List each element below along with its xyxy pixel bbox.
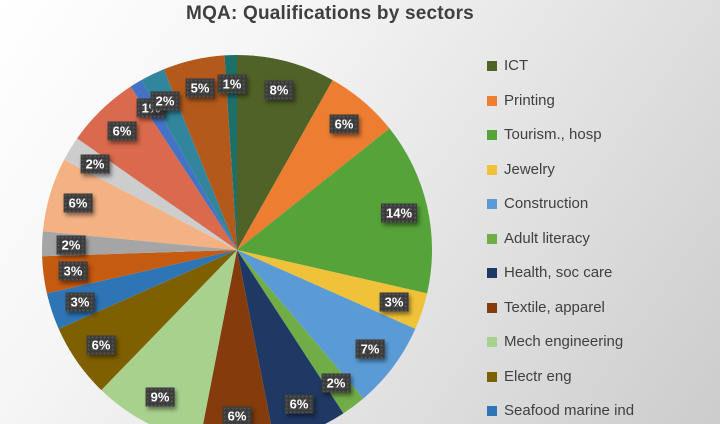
pie-slice-12 xyxy=(42,250,237,294)
data-label-slice-11: 3% xyxy=(65,292,95,312)
pie-slice-11 xyxy=(46,250,238,329)
legend: ICT Printing Tourism., hosp Jewelry Construc… xyxy=(487,56,634,421)
pie-slice-3 xyxy=(237,128,432,294)
legend-item-label: Health, soc care xyxy=(504,264,613,281)
legend-item-7: Health, soc care xyxy=(487,263,634,283)
data-label-slice-13: 2% xyxy=(56,235,86,255)
data-label-slice-20: 1% xyxy=(217,74,247,94)
data-label-slice-8: 6% xyxy=(222,406,252,424)
legend-swatch-icon xyxy=(487,164,497,175)
legend-item-label: Textile, apparel xyxy=(504,298,605,316)
pie-slice-7 xyxy=(237,250,344,424)
pie-slice-1 xyxy=(237,55,333,250)
pie-slice-9 xyxy=(101,250,237,424)
legend-swatch-icon xyxy=(487,199,497,209)
legend-swatch-icon xyxy=(487,406,497,416)
legend-item-label: Mech engineering xyxy=(504,333,624,350)
pie-slice-20 xyxy=(224,55,237,250)
pie-slice-5 xyxy=(237,250,416,399)
legend-item-11: Seafood marine ind xyxy=(487,401,634,421)
legend-swatch-icon xyxy=(487,130,497,140)
data-label-slice-14: 6% xyxy=(63,193,93,213)
legend-swatch-icon xyxy=(487,95,497,106)
legend-item-8: Textile, apparel xyxy=(487,298,634,318)
legend-item-label: ICT xyxy=(504,57,529,74)
data-label-slice-15: 2% xyxy=(80,154,110,174)
pie-plot xyxy=(42,55,432,424)
legend-swatch-icon xyxy=(487,371,497,382)
legend-item-label: Seafood marine ind xyxy=(504,402,635,419)
data-label-slice-2: 6% xyxy=(329,114,359,134)
pie-slice-6 xyxy=(237,250,364,414)
legend-swatch-icon xyxy=(487,337,497,347)
data-label-slice-3: 14% xyxy=(380,203,418,223)
data-label-slice-16: 6% xyxy=(107,121,137,141)
legend-item-label: Electr eng xyxy=(504,367,572,385)
pie-slice-13 xyxy=(42,231,237,257)
legend-item-10: Electr eng xyxy=(487,367,634,387)
legend-item-4: Jewelry xyxy=(487,160,634,180)
data-label-slice-9: 9% xyxy=(145,387,175,407)
data-label-slice-12: 3% xyxy=(58,261,88,281)
pie-slice-14 xyxy=(42,159,238,250)
pie-slice-8 xyxy=(203,250,271,424)
legend-item-6: Adult literacy xyxy=(487,229,634,249)
pie-slice-19 xyxy=(163,55,237,251)
legend-item-5: Construction xyxy=(487,194,634,214)
pie-slice-4 xyxy=(237,250,428,329)
data-label-slice-5: 7% xyxy=(355,339,385,359)
data-label-slice-19: 5% xyxy=(185,78,215,98)
legend-swatch-icon xyxy=(487,302,497,313)
legend-item-3: Tourism., hosp xyxy=(487,125,634,145)
chart-title: MQA: Qualifications by sectors xyxy=(186,3,474,24)
pie-slice-17 xyxy=(130,80,237,250)
legend-item-9: Mech engineering xyxy=(487,332,634,352)
data-label-slice-4: 3% xyxy=(379,292,409,312)
data-label-slice-1: 8% xyxy=(264,80,294,100)
legend-item-label: Construction xyxy=(504,195,589,212)
legend-swatch-icon xyxy=(487,268,497,278)
legend-item-2: Printing xyxy=(487,91,634,111)
legend-item-label: Tourism., hosp xyxy=(504,126,602,143)
data-label-slice-7: 6% xyxy=(284,394,314,414)
legend-item-1: ICT xyxy=(487,56,634,76)
legend-swatch-icon xyxy=(487,61,497,71)
legend-item-label: Adult literacy xyxy=(504,229,590,247)
legend-item-label: Printing xyxy=(504,91,555,109)
legend-swatch-icon xyxy=(487,233,497,244)
legend-item-label: Jewelry xyxy=(504,160,555,178)
data-label-slice-10: 6% xyxy=(86,335,116,355)
data-label-slice-6: 2% xyxy=(321,373,351,393)
pie-slice-10 xyxy=(58,250,238,391)
data-label-slice-18: 2% xyxy=(150,91,180,111)
